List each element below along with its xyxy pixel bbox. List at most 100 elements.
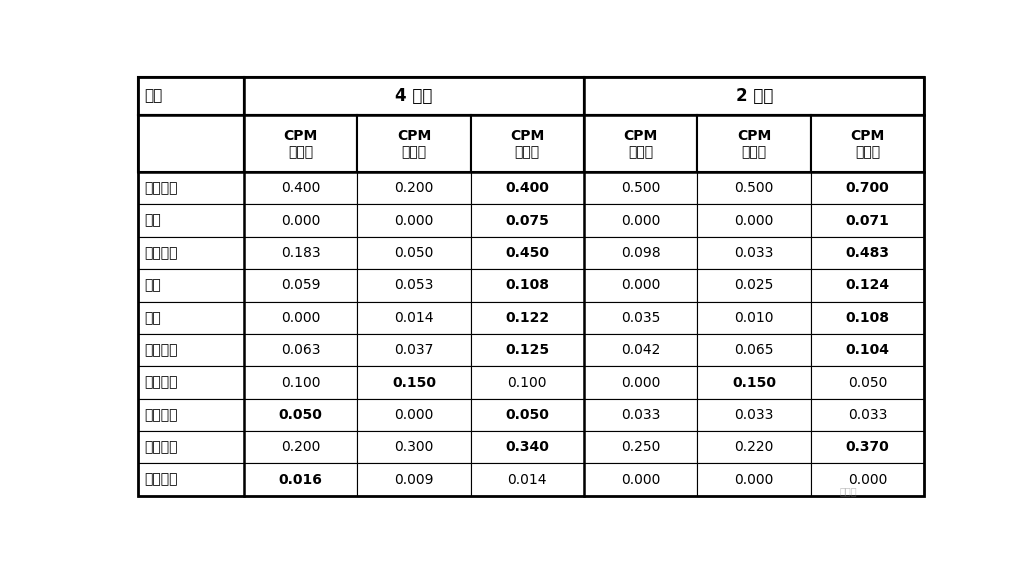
- Bar: [811, 236, 924, 269]
- Text: 0.033: 0.033: [847, 408, 888, 422]
- Text: 0.098: 0.098: [621, 246, 661, 260]
- Text: CPM
（中）: CPM （中）: [737, 129, 772, 159]
- Bar: [138, 204, 243, 236]
- Text: 0.108: 0.108: [845, 311, 890, 325]
- Bar: [243, 236, 357, 269]
- Text: 首任总统: 首任总统: [144, 473, 177, 486]
- Text: CPM
（大）: CPM （大）: [510, 129, 545, 159]
- Text: 0.000: 0.000: [281, 311, 320, 325]
- Bar: [470, 366, 584, 399]
- Bar: [138, 334, 243, 366]
- Text: 0.483: 0.483: [845, 246, 890, 260]
- Text: 学科: 学科: [144, 278, 161, 293]
- Bar: [811, 334, 924, 366]
- Bar: [697, 115, 811, 172]
- Bar: [811, 172, 924, 204]
- Bar: [470, 115, 584, 172]
- Text: 0.042: 0.042: [622, 343, 661, 357]
- Bar: [138, 399, 243, 431]
- Text: 0.150: 0.150: [392, 375, 436, 390]
- Bar: [243, 431, 357, 463]
- Text: 0.000: 0.000: [622, 375, 661, 390]
- Text: 0.000: 0.000: [281, 214, 320, 227]
- Text: 0.200: 0.200: [281, 441, 320, 454]
- Bar: [470, 463, 584, 496]
- Bar: [357, 172, 470, 204]
- Bar: [470, 431, 584, 463]
- Bar: [243, 366, 357, 399]
- Text: 0.500: 0.500: [735, 181, 774, 195]
- Bar: [811, 463, 924, 496]
- Text: 0.250: 0.250: [622, 441, 661, 454]
- Text: 类别: 类别: [144, 88, 163, 104]
- Text: 释义: 释义: [144, 214, 161, 227]
- Bar: [584, 115, 697, 172]
- Bar: [697, 399, 811, 431]
- Text: 0.183: 0.183: [281, 246, 320, 260]
- Bar: [138, 366, 243, 399]
- Text: 0.035: 0.035: [622, 311, 661, 325]
- Text: 0.000: 0.000: [622, 278, 661, 293]
- Bar: [584, 366, 697, 399]
- Bar: [357, 269, 470, 302]
- Bar: [138, 236, 243, 269]
- Bar: [697, 172, 811, 204]
- Bar: [697, 269, 811, 302]
- Text: 0.037: 0.037: [395, 343, 434, 357]
- Text: 0.033: 0.033: [735, 246, 774, 260]
- Text: 2 样本: 2 样本: [736, 87, 773, 105]
- Bar: [470, 399, 584, 431]
- Bar: [138, 115, 243, 172]
- Text: 0.050: 0.050: [395, 246, 434, 260]
- Text: 0.016: 0.016: [279, 473, 322, 486]
- Text: 0.010: 0.010: [735, 311, 774, 325]
- Bar: [138, 77, 243, 115]
- Text: CPM
（小）: CPM （小）: [283, 129, 318, 159]
- Bar: [584, 399, 697, 431]
- Text: CPM
（小）: CPM （小）: [624, 129, 658, 159]
- Bar: [697, 236, 811, 269]
- Text: CPM
（大）: CPM （大）: [851, 129, 885, 159]
- Text: 0.000: 0.000: [735, 214, 774, 227]
- Bar: [811, 115, 924, 172]
- Bar: [357, 463, 470, 496]
- Bar: [357, 204, 470, 236]
- Text: CPM
（中）: CPM （中）: [397, 129, 431, 159]
- Text: 0.063: 0.063: [281, 343, 320, 357]
- Bar: [697, 302, 811, 334]
- Bar: [243, 115, 357, 172]
- Bar: [811, 204, 924, 236]
- Text: 量子位: 量子位: [839, 486, 857, 497]
- Bar: [470, 302, 584, 334]
- Text: 0.220: 0.220: [735, 441, 774, 454]
- Bar: [811, 269, 924, 302]
- Text: 0.065: 0.065: [735, 343, 774, 357]
- Text: 0.340: 0.340: [506, 441, 549, 454]
- Text: 全名: 全名: [144, 311, 161, 325]
- Bar: [243, 302, 357, 334]
- Text: 0.100: 0.100: [508, 375, 547, 390]
- Bar: [138, 463, 243, 496]
- Text: 0.059: 0.059: [281, 278, 320, 293]
- Text: 0.050: 0.050: [506, 408, 549, 422]
- Text: 商品品牌: 商品品牌: [144, 246, 177, 260]
- Bar: [138, 269, 243, 302]
- Text: 所在国家: 所在国家: [144, 408, 177, 422]
- Bar: [470, 204, 584, 236]
- Bar: [357, 431, 470, 463]
- Bar: [584, 172, 697, 204]
- Text: 0.700: 0.700: [845, 181, 890, 195]
- Bar: [138, 431, 243, 463]
- Bar: [811, 302, 924, 334]
- Text: 0.053: 0.053: [395, 278, 434, 293]
- Text: 0.050: 0.050: [279, 408, 322, 422]
- Bar: [697, 431, 811, 463]
- Text: 0.014: 0.014: [394, 311, 434, 325]
- Bar: [697, 463, 811, 496]
- Bar: [584, 236, 697, 269]
- Bar: [243, 77, 584, 115]
- Bar: [470, 236, 584, 269]
- Bar: [584, 302, 697, 334]
- Bar: [243, 172, 357, 204]
- Bar: [243, 334, 357, 366]
